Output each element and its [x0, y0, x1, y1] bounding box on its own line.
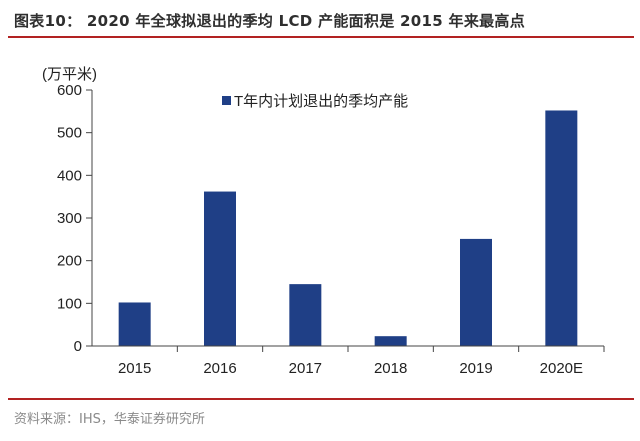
legend-swatch	[222, 96, 231, 105]
bar-2018	[374, 336, 407, 346]
bar-2020e	[545, 110, 578, 346]
y-axis-label: (万平米)	[42, 66, 97, 83]
x-tick-label: 2015	[118, 360, 151, 377]
y-tick-label: 0	[74, 338, 82, 355]
figure-title: 图表10： 2020 年全球拟退出的季均 LCD 产能面积是 2015 年来最高…	[14, 12, 526, 30]
title-divider	[8, 36, 634, 38]
y-tick-label: 500	[57, 125, 82, 142]
bar-2017	[289, 284, 322, 346]
x-tick-label: 2020E	[540, 360, 583, 377]
y-tick-label: 100	[57, 295, 82, 312]
bar-chart: (万平米) 0 100 200 300 400 500 600 2015 2016 2017 20…	[42, 66, 605, 377]
bar-2015	[118, 302, 151, 346]
legend-label: T年内计划退出的季均产能	[234, 93, 408, 110]
y-tick-label: 300	[57, 210, 82, 227]
x-tick-label: 2019	[459, 360, 492, 377]
x-tick-label: 2018	[374, 360, 407, 377]
x-tick-label: 2017	[289, 360, 322, 377]
bar-2019	[460, 238, 492, 346]
source-divider	[8, 398, 634, 400]
y-tick-label: 600	[57, 82, 82, 99]
source-note: 资料来源：IHS，华泰证券研究所	[14, 412, 205, 427]
y-tick-label: 200	[57, 253, 82, 270]
bar-2016	[204, 191, 236, 346]
x-tick-label: 2016	[203, 360, 236, 377]
y-tick-label: 400	[57, 167, 82, 184]
